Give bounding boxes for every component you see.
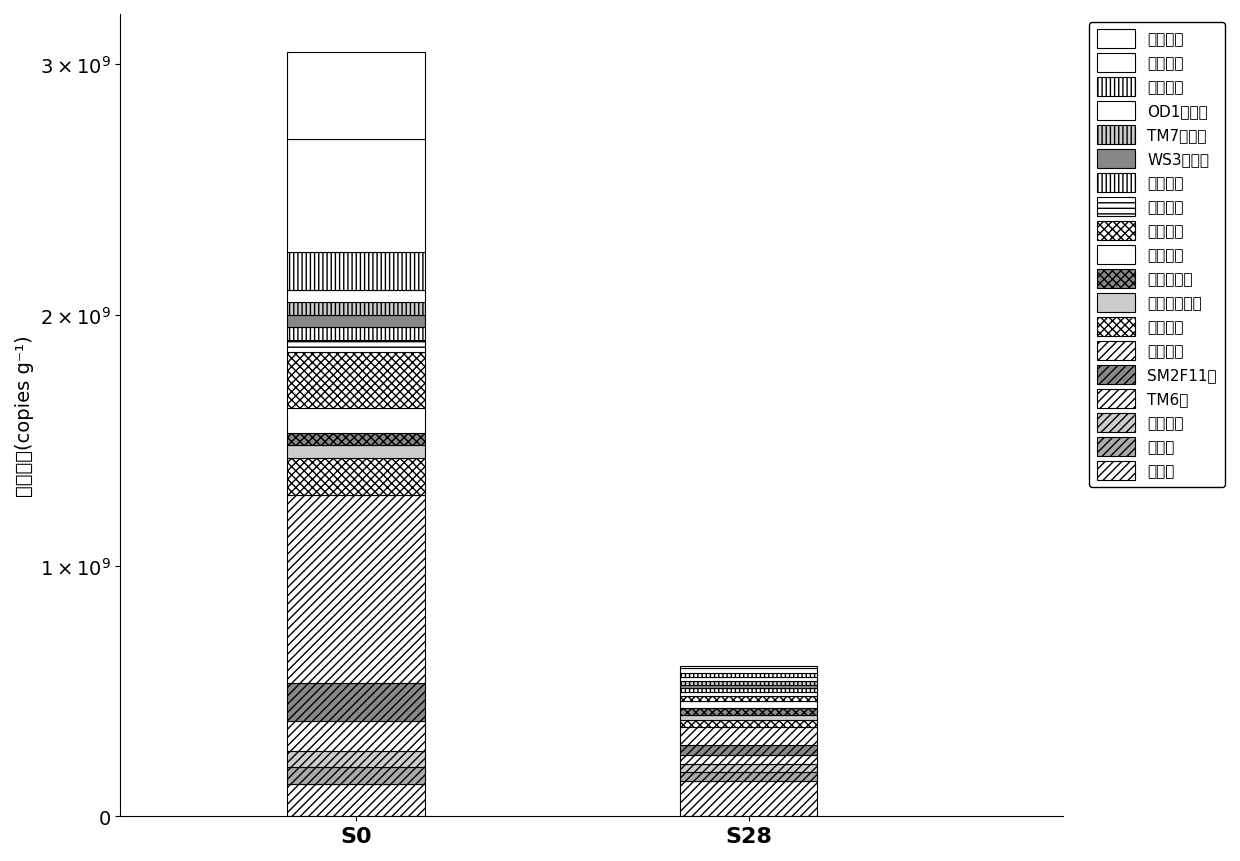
Bar <box>288 767 425 784</box>
Bar <box>680 709 817 715</box>
Bar <box>680 701 817 709</box>
Bar <box>680 666 817 669</box>
Bar <box>288 446 425 458</box>
Bar <box>288 253 425 290</box>
Bar <box>288 784 425 816</box>
Bar <box>680 781 817 816</box>
Bar <box>288 408 425 433</box>
Bar <box>680 673 817 678</box>
Bar <box>680 689 817 692</box>
Bar <box>288 53 425 140</box>
Bar <box>288 303 425 315</box>
Bar <box>680 715 817 720</box>
Bar <box>680 745 817 755</box>
Bar <box>288 328 425 341</box>
Bar <box>680 764 817 772</box>
Bar <box>288 140 425 253</box>
Bar <box>288 290 425 303</box>
Bar <box>288 722 425 751</box>
Bar <box>680 692 817 697</box>
Bar <box>680 684 817 689</box>
Bar <box>288 496 425 684</box>
Bar <box>288 751 425 767</box>
Bar <box>288 458 425 496</box>
Bar <box>288 315 425 328</box>
Bar <box>680 697 817 701</box>
Y-axis label: 绍对丰度(copies g⁻¹): 绍对丰度(copies g⁻¹) <box>15 335 33 497</box>
Bar <box>288 684 425 722</box>
Bar <box>288 433 425 446</box>
Legend: 酸杆菌门, 放线菌门, 拟杆菌门, OD1候选门, TM7候选门, WS3候选门, 衣原体门, 绿弯菌门, 蓝细菌门, 厉壁菌门, 芽单胞菌门, 祀化螺旋菌门,: 酸杆菌门, 放线菌门, 拟杆菌门, OD1候选门, TM7候选门, WS3候选门… <box>1089 22 1225 487</box>
Bar <box>288 353 425 408</box>
Bar <box>680 772 817 781</box>
Bar <box>680 678 817 681</box>
Bar <box>680 728 817 745</box>
Bar <box>680 755 817 764</box>
Bar <box>680 720 817 728</box>
Bar <box>680 669 817 673</box>
Bar <box>680 681 817 684</box>
Bar <box>288 341 425 353</box>
